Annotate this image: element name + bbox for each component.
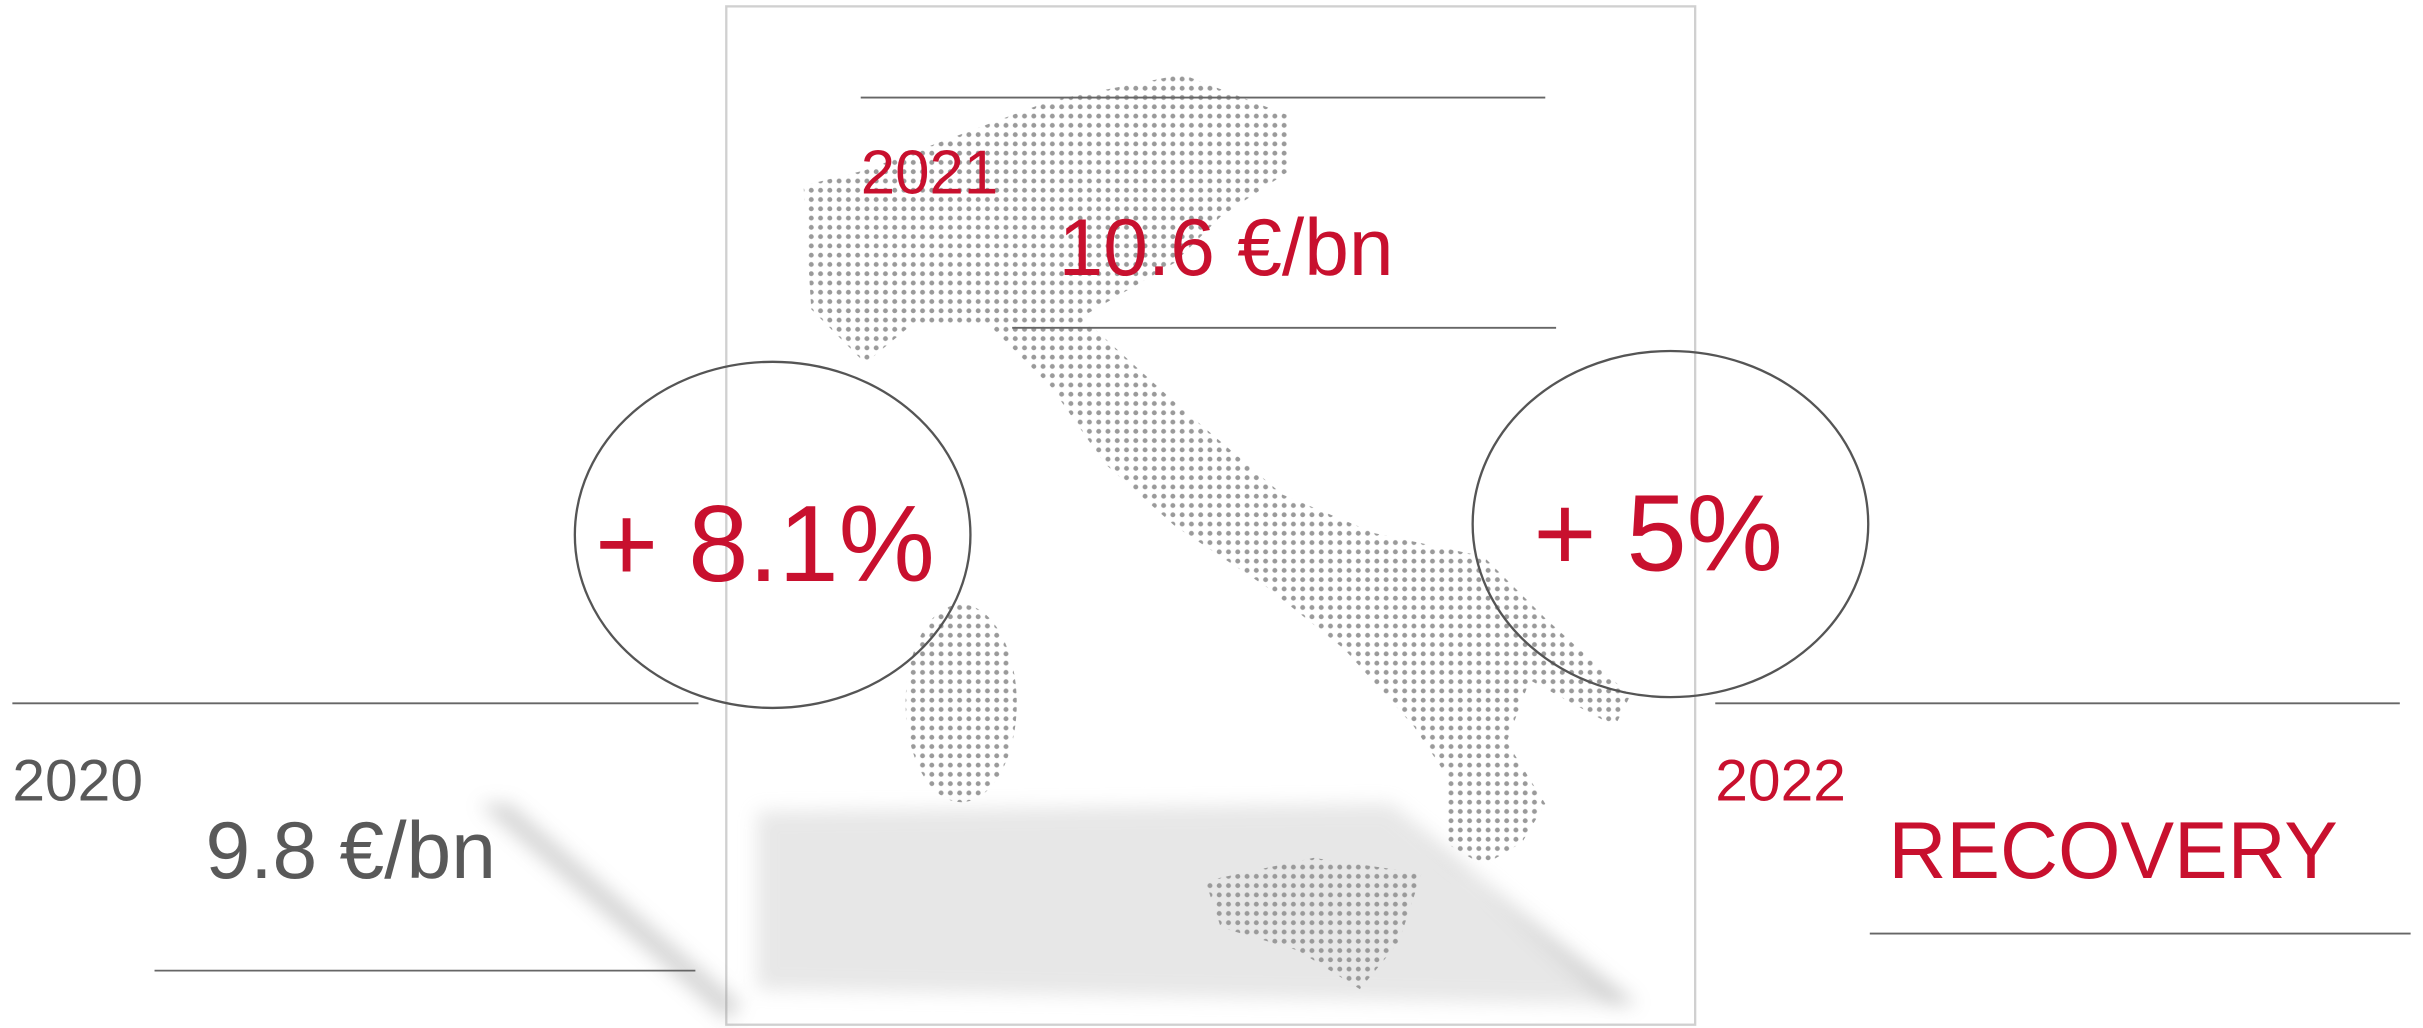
growth-circle <box>1471 349 1870 699</box>
year-label: 2021 <box>861 138 998 207</box>
value-label: 10.6 €/bn <box>1059 203 1394 293</box>
value-label: 9.8 €/bn <box>206 806 496 896</box>
italy-dot-map <box>803 74 1631 990</box>
reflection <box>479 803 1638 1021</box>
growth-circle <box>573 360 972 710</box>
year-label: 2022 <box>1715 749 1846 814</box>
growth-label: + 8.1% <box>595 483 935 604</box>
growth-label: + 5% <box>1533 472 1783 593</box>
year-label: 2020 <box>12 749 143 814</box>
value-label: RECOVERY <box>1888 806 2337 896</box>
